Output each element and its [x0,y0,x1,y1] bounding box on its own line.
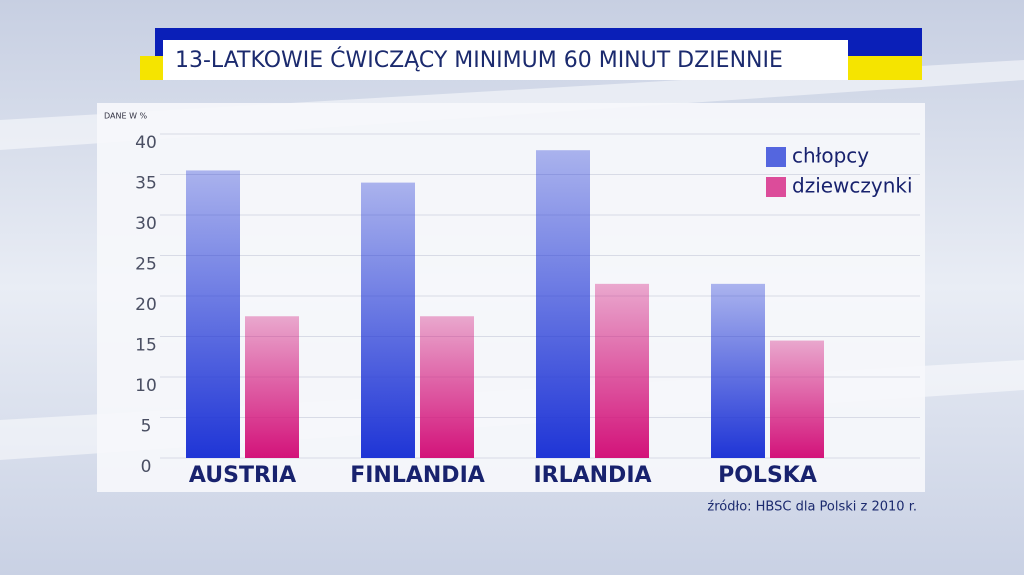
bar [595,283,649,458]
bar [711,283,765,458]
x-tick-label: POLSKA [718,463,817,488]
bar [245,316,299,458]
source-note: źródło: HBSC dla Polski z 2010 r. [707,500,917,515]
y-tick-label: 30 [135,214,157,234]
legend-label: chłopcy [792,144,869,168]
legend-label: dziewczynki [792,174,913,198]
y-tick-label: 25 [135,255,157,275]
bar [536,150,590,458]
title-box [163,40,848,80]
chart-title: 13-LATKOWIE ĆWICZĄCY MINIMUM 60 MINUT DZ… [175,47,783,73]
bar [770,340,824,458]
legend-swatch [766,147,786,167]
bar [361,182,415,458]
y-tick-label: 20 [135,295,157,315]
y-tick-label: 35 [135,174,157,194]
y-tick-label: 40 [135,133,157,153]
x-tick-label: IRLANDIA [533,463,651,488]
bar [186,170,240,458]
y-tick-label: 0 [141,457,152,477]
y-axis-label: DANE W % [104,112,148,121]
x-tick-label: FINLANDIA [350,463,485,488]
x-tick-label: AUSTRIA [189,463,296,488]
y-tick-label: 10 [135,376,157,396]
y-tick-label: 5 [141,417,152,437]
y-tick-label: 15 [135,336,157,356]
legend-swatch [766,177,786,197]
bar [420,316,474,458]
